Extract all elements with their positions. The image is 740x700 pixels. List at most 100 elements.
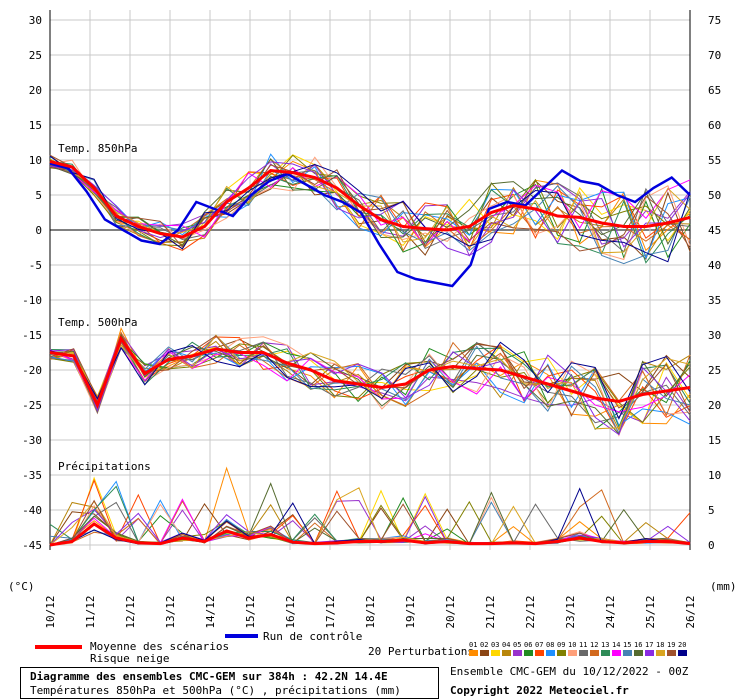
perturbation-color-box [656,650,665,656]
y-right-tick-label: 50 [708,189,721,202]
x-tick-label: 22/12 [524,595,537,628]
y-right-tick-label: 20 [708,399,721,412]
y-left-tick-label: -25 [22,399,42,412]
perturbation-color-box [623,650,632,656]
y-right-tick-label: 0 [708,539,715,552]
perturbation-color-box [524,650,533,656]
y-right-tick-label: 70 [708,49,721,62]
control-run-850-line [49,162,691,288]
perturbation-color-box [601,650,610,656]
perturbation-color-box [634,650,643,656]
y-right-tick-label: 10 [708,469,721,482]
perturbations-legend-label: 20 Perturbations [368,645,474,658]
ensemble-info: Ensemble CMC-GEM du 10/12/2022 - 00Z [450,665,689,678]
x-tick-label: 15/12 [244,595,257,628]
x-tick-label: 19/12 [404,595,417,628]
y-left-tick-label: -10 [22,294,42,307]
perturbation-number: 02 [480,641,489,649]
perturbation-number: 11 [579,641,588,649]
y-right-tick-label: 45 [708,224,721,237]
y-right-tick-label: 75 [708,14,721,27]
mean-precip-line [49,522,691,547]
perturbation-500-line [49,334,691,430]
panel-label-temp850: Temp. 850hPa [58,142,137,155]
perturbation-color-box [546,650,555,656]
perturbation-number: 09 [557,641,566,649]
perturbation-color-box [579,650,588,656]
perturbation-500-line [49,341,691,420]
y-left-tick-label: -20 [22,364,42,377]
y-left-unit: (°C) [8,580,35,593]
perturbation-number: 13 [601,641,610,649]
control-legend-swatch [225,634,258,638]
y-right-tick-label: 40 [708,259,721,272]
y-right-unit: (mm) [710,580,737,593]
y-right-tick-label: 15 [708,434,721,447]
mean-legend-swatch [35,645,82,649]
y-left-tick-label: -5 [29,259,42,272]
perturbation-color-box [491,650,500,656]
y-left-tick-label: 20 [29,84,42,97]
y-right-tick-label: 55 [708,154,721,167]
footer-subtitle: Températures 850hPa et 500hPa (°C) , pré… [30,684,401,697]
perturbation-color-box [645,650,654,656]
y-left-tick-label: 25 [29,49,42,62]
y-left-tick-label: -15 [22,329,42,342]
x-tick-label: 25/12 [644,595,657,628]
perturbation-color-box [667,650,676,656]
y-right-tick-label: 30 [708,329,721,342]
perturbation-number: 20 [678,641,687,649]
perturbation-number: 14 [612,641,621,649]
perturbation-number: 16 [634,641,643,649]
perturbation-color-box [535,650,544,656]
perturbation-color-box [678,650,687,656]
footer-title: Diagramme des ensembles CMC-GEM sur 384h… [30,670,388,683]
y-right-tick-label: 5 [708,504,715,517]
x-tick-label: 21/12 [484,595,497,628]
x-tick-label: 13/12 [164,595,177,628]
y-left-tick-label: -40 [22,504,42,517]
mean-850-line [49,159,691,239]
y-right-tick-label: 35 [708,294,721,307]
x-tick-label: 11/12 [84,595,97,628]
perturbation-500-line [49,336,691,435]
perturbation-color-box [502,650,511,656]
perturbation-number: 01 [469,641,478,649]
perturbation-number: 19 [667,641,676,649]
y-right-tick-label: 60 [708,119,721,132]
perturbation-color-box [469,650,478,656]
panel-label-temp500: Temp. 500hPa [58,316,137,329]
perturbation-color-box [480,650,489,656]
perturbation-number: 10 [568,641,577,649]
y-left-tick-label: -45 [22,539,42,552]
snow-legend-label: Risque neige [90,652,170,665]
mean-500-line [49,335,691,409]
x-tick-label: 24/12 [604,595,617,628]
perturbation-number: 15 [623,641,632,649]
perturbation-number: 07 [535,641,544,649]
footer-title-box [20,667,439,699]
perturbation-color-box [513,650,522,656]
perturbation-500-line [49,336,691,426]
perturbation-number: 06 [524,641,533,649]
y-right-tick-label: 65 [708,84,721,97]
perturbation-color-box [568,650,577,656]
perturbation-number: 18 [656,641,665,649]
x-tick-label: 18/12 [364,595,377,628]
y-left-tick-label: 5 [35,189,42,202]
perturbation-850-line [49,160,691,265]
y-left-tick-label: 15 [29,119,42,132]
perturbation-color-box [590,650,599,656]
perturbation-number: 04 [502,641,511,649]
perturbation-number: 17 [645,641,654,649]
perturbation-number: 05 [513,641,522,649]
perturbation-500-line [49,340,691,436]
copyright: Copyright 2022 Meteociel.fr [450,684,629,697]
x-tick-label: 20/12 [444,595,457,628]
perturbation-850-line [49,154,691,252]
y-left-tick-label: 0 [35,224,42,237]
perturbation-number: 03 [491,641,500,649]
perturbation-color-box [612,650,621,656]
x-tick-label: 10/12 [44,595,57,628]
